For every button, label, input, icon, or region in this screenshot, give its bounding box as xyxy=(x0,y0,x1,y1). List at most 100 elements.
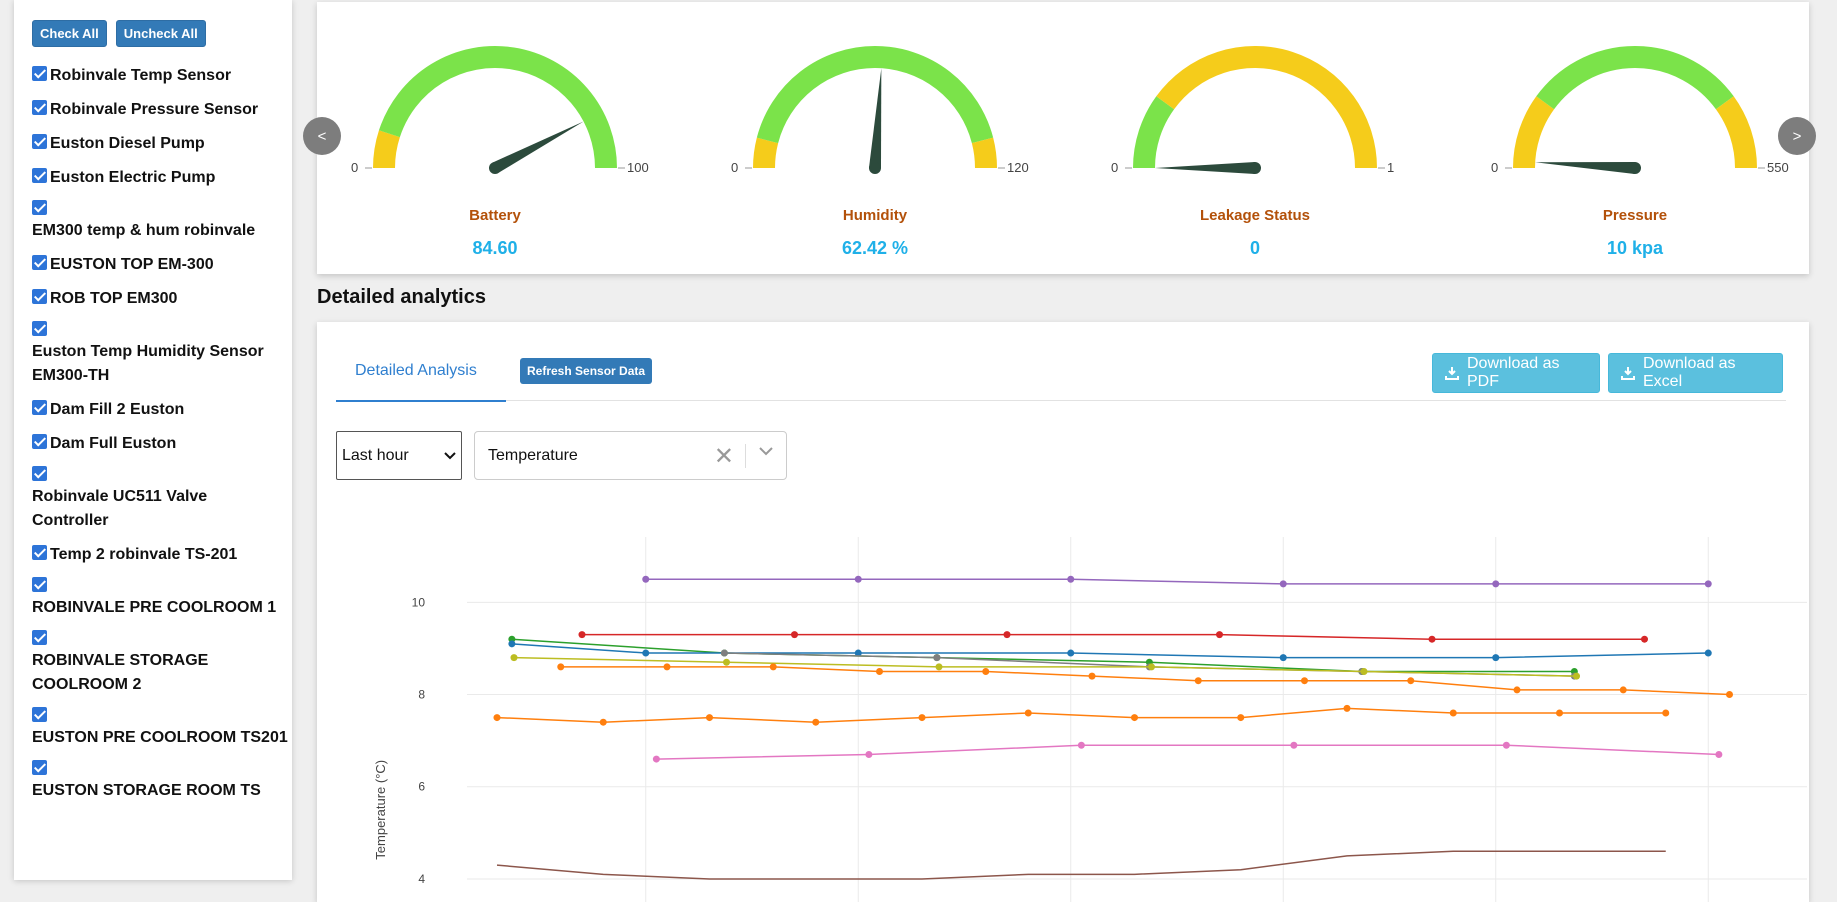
sensor-label: Robinvale UC511 Valve Controller xyxy=(32,488,208,529)
data-point xyxy=(935,663,943,671)
sensor-label: Robinvale Pressure Sensor xyxy=(50,101,259,118)
clear-icon[interactable]: ✕ xyxy=(713,443,734,470)
metric-value: Temperature xyxy=(488,446,578,464)
sensor-item[interactable]: ROBINVALE PRE COOLROOM 1 xyxy=(32,577,288,620)
sensor-item[interactable]: Robinvale UC511 Valve Controller xyxy=(32,466,288,533)
data-point xyxy=(791,631,798,639)
data-point xyxy=(1704,580,1712,588)
series-line xyxy=(656,744,1719,760)
gauge-dial xyxy=(365,46,625,174)
sensor-checkbox[interactable] xyxy=(32,321,47,336)
sensor-item[interactable]: EUSTON PRE COOLROOM TS201 xyxy=(32,707,288,750)
data-point xyxy=(1704,649,1712,657)
data-point xyxy=(1407,677,1415,685)
gauge-label: Pressure xyxy=(1602,207,1668,224)
data-point xyxy=(652,755,660,763)
sensor-label: EUSTON TOP EM-300 xyxy=(50,256,214,273)
sensor-item[interactable]: Euston Temp Humidity Sensor EM300-TH xyxy=(32,321,288,388)
sensor-item[interactable]: Euston Electric Pump xyxy=(32,166,288,190)
data-point xyxy=(1301,677,1308,685)
sensor-item[interactable]: EUSTON TOP EM-300 xyxy=(32,253,288,277)
sidebar-buttons: Check All Uncheck All xyxy=(32,20,206,47)
sensor-checkbox[interactable] xyxy=(32,707,47,722)
y-tick-label: 10 xyxy=(412,595,426,609)
data-point xyxy=(1216,631,1223,639)
metric-select[interactable]: Temperature ✕ xyxy=(474,431,787,480)
gauge-needle xyxy=(492,121,584,174)
download-excel-label: Download as Excel xyxy=(1643,355,1736,390)
sensor-checkbox[interactable] xyxy=(32,434,47,449)
sensor-checkbox[interactable] xyxy=(32,289,47,304)
sensor-item[interactable]: ROBINVALE STORAGE COOLROOM 2 xyxy=(32,630,288,697)
gauge-band xyxy=(373,130,401,169)
sensor-checkbox[interactable] xyxy=(32,400,47,415)
gauge-band xyxy=(1715,96,1757,169)
series-line xyxy=(496,707,1666,723)
sensor-item[interactable]: Temp 2 robinvale TS-201 xyxy=(32,543,288,567)
sensor-item[interactable]: ROB TOP EM300 xyxy=(32,287,288,311)
sensor-item[interactable]: EUSTON STORAGE ROOM TS xyxy=(32,760,288,803)
download-excel-button[interactable]: Download as Excel xyxy=(1608,353,1783,393)
gauge-dial xyxy=(1505,46,1765,174)
carousel-next-button[interactable]: > xyxy=(1778,117,1816,155)
refresh-sensor-data-button[interactable]: Refresh Sensor Data xyxy=(520,358,653,384)
data-point xyxy=(1003,631,1011,639)
sensor-checkbox[interactable] xyxy=(32,168,47,183)
chevron-down-icon[interactable] xyxy=(758,443,774,461)
sensor-item[interactable]: Dam Full Euston xyxy=(32,432,288,456)
sensor-checkbox[interactable] xyxy=(32,545,47,560)
data-point xyxy=(557,663,565,671)
data-point xyxy=(1237,714,1245,722)
sensor-item[interactable]: Dam Fill 2 Euston xyxy=(32,398,288,422)
carousel-prev-button[interactable]: < xyxy=(303,117,341,155)
gauge-carousel: < > 0 100 Battery 84.60 0 120 Humidity 62.42 % 0… xyxy=(303,2,1816,274)
data-point xyxy=(854,649,862,657)
data-point xyxy=(642,649,650,657)
series-line xyxy=(496,850,1666,880)
gauge-dial xyxy=(745,46,1005,174)
sensor-checkbox[interactable] xyxy=(32,577,47,592)
sensor-checkbox[interactable] xyxy=(32,255,47,270)
sensor-checkbox[interactable] xyxy=(32,630,47,645)
sensor-checkbox[interactable] xyxy=(32,200,47,215)
sensor-item[interactable]: Robinvale Temp Sensor xyxy=(32,64,288,88)
download-pdf-label: Download as PDF xyxy=(1467,355,1560,390)
series-line xyxy=(645,578,1709,585)
sensor-checkbox[interactable] xyxy=(32,100,47,115)
gauge-value: 62.42 % xyxy=(841,238,909,258)
sensor-checkbox[interactable] xyxy=(32,760,47,775)
sensor-label: EUSTON PRE COOLROOM TS201 xyxy=(32,729,288,746)
tab-detailed-analysis[interactable]: Detailed Analysis xyxy=(336,360,506,402)
sensor-checkbox[interactable] xyxy=(32,134,47,149)
data-point xyxy=(723,658,730,666)
data-point xyxy=(1492,654,1500,662)
y-axis-label: Temperature (°C) xyxy=(373,760,388,860)
sensor-item[interactable]: Euston Diesel Pump xyxy=(32,132,288,156)
chevron-down-icon xyxy=(444,447,456,465)
y-tick-label: 6 xyxy=(418,780,425,794)
sensor-item[interactable]: Robinvale Pressure Sensor xyxy=(32,98,288,122)
series-line xyxy=(560,666,1730,696)
sensor-label: Temp 2 robinvale TS-201 xyxy=(50,546,238,563)
data-point xyxy=(1449,709,1457,717)
analytics-panel: Detailed Analysis Refresh Sensor Data Do… xyxy=(317,322,1809,902)
series-line xyxy=(582,633,1645,640)
sensor-checkbox[interactable] xyxy=(32,66,47,81)
data-point xyxy=(1131,714,1138,722)
sensor-checkbox[interactable] xyxy=(32,466,47,481)
gauge-band xyxy=(1536,46,1734,110)
check-all-button[interactable]: Check All xyxy=(32,20,107,47)
y-tick-label: 8 xyxy=(418,688,425,702)
download-icon xyxy=(1445,366,1459,380)
data-point xyxy=(1662,709,1670,717)
time-range-select[interactable]: Last hour xyxy=(336,431,462,480)
time-range-value: Last hour xyxy=(342,446,409,464)
download-pdf-button[interactable]: Download as PDF xyxy=(1432,353,1600,393)
gauge-band xyxy=(971,137,997,169)
data-point xyxy=(812,718,820,726)
data-point xyxy=(1573,672,1580,680)
sensor-item[interactable]: EM300 temp & hum robinvale xyxy=(32,200,288,243)
data-point xyxy=(1726,691,1733,699)
uncheck-all-button[interactable]: Uncheck All xyxy=(115,20,206,47)
gauge: 0 550 Pressure 10 kpa xyxy=(1457,2,1837,274)
